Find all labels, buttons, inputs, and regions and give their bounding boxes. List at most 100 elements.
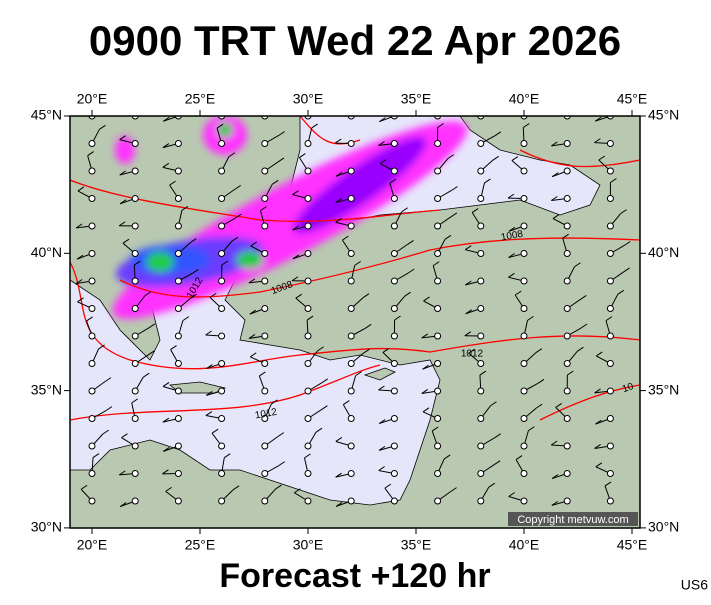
station (521, 278, 527, 284)
lat-label: 45°N (31, 107, 62, 123)
station (478, 223, 484, 229)
lon-label: 30°E (293, 537, 324, 553)
station (607, 361, 613, 367)
station (391, 251, 397, 257)
station (478, 196, 484, 202)
station (521, 416, 527, 422)
station (305, 333, 311, 339)
model-code: US6 (681, 577, 708, 593)
forecast-label: Forecast +120 hr (219, 557, 490, 595)
station (478, 471, 484, 477)
station (175, 168, 181, 174)
lon-label: 35°E (401, 537, 432, 553)
station (175, 361, 181, 367)
lat-label: 30°N (31, 519, 62, 535)
barb-staff (92, 107, 105, 116)
station (219, 443, 225, 449)
station (219, 498, 225, 504)
lon-label: 45°E (617, 537, 648, 553)
station (564, 388, 570, 394)
station (262, 306, 268, 312)
station (175, 333, 181, 339)
barb-staff (265, 104, 275, 116)
station (305, 416, 311, 422)
station (478, 416, 484, 422)
lat-label: 40°N (31, 244, 62, 260)
lon-label: 25°E (185, 537, 216, 553)
station (89, 443, 95, 449)
lon-label: 35°E (401, 91, 432, 107)
station (435, 306, 441, 312)
barb-staff (127, 103, 136, 116)
station (132, 416, 138, 422)
station (607, 416, 613, 422)
station (435, 223, 441, 229)
station (391, 361, 397, 367)
station (521, 361, 527, 367)
precip-very-heavy (236, 251, 264, 269)
station (348, 471, 354, 477)
station (478, 333, 484, 339)
station (132, 141, 138, 147)
station (132, 306, 138, 312)
station (305, 471, 311, 477)
lon-label: 45°E (617, 91, 648, 107)
station (89, 168, 95, 174)
station (521, 306, 527, 312)
station (391, 471, 397, 477)
station (305, 251, 311, 257)
station (305, 196, 311, 202)
station (564, 306, 570, 312)
station (348, 388, 354, 394)
station (391, 416, 397, 422)
station (89, 333, 95, 339)
lon-label: 30°E (293, 91, 324, 107)
lat-label: 35°N (648, 381, 679, 397)
station (564, 416, 570, 422)
station (348, 361, 354, 367)
station (219, 196, 225, 202)
station (219, 333, 225, 339)
station (607, 306, 613, 312)
station (607, 443, 613, 449)
station (521, 141, 527, 147)
station (478, 361, 484, 367)
station (564, 443, 570, 449)
station (132, 388, 138, 394)
station (391, 141, 397, 147)
station (435, 141, 441, 147)
barb-staff (308, 105, 320, 116)
station (89, 498, 95, 504)
station (564, 471, 570, 477)
station (132, 196, 138, 202)
station (435, 251, 441, 257)
station (175, 388, 181, 394)
station (262, 223, 268, 229)
station (435, 388, 441, 394)
station (435, 168, 441, 174)
station (348, 168, 354, 174)
station (435, 498, 441, 504)
station (219, 306, 225, 312)
station (564, 498, 570, 504)
station (521, 333, 527, 339)
station (219, 471, 225, 477)
station (391, 498, 397, 504)
station (521, 388, 527, 394)
station (607, 333, 613, 339)
station (175, 471, 181, 477)
barb-feather (339, 102, 345, 106)
station (89, 388, 95, 394)
station (607, 251, 613, 257)
station (305, 141, 311, 147)
station (564, 141, 570, 147)
station (305, 443, 311, 449)
station (564, 361, 570, 367)
station (175, 141, 181, 147)
station (219, 278, 225, 284)
station (478, 141, 484, 147)
station (391, 388, 397, 394)
station (435, 361, 441, 367)
station (391, 223, 397, 229)
